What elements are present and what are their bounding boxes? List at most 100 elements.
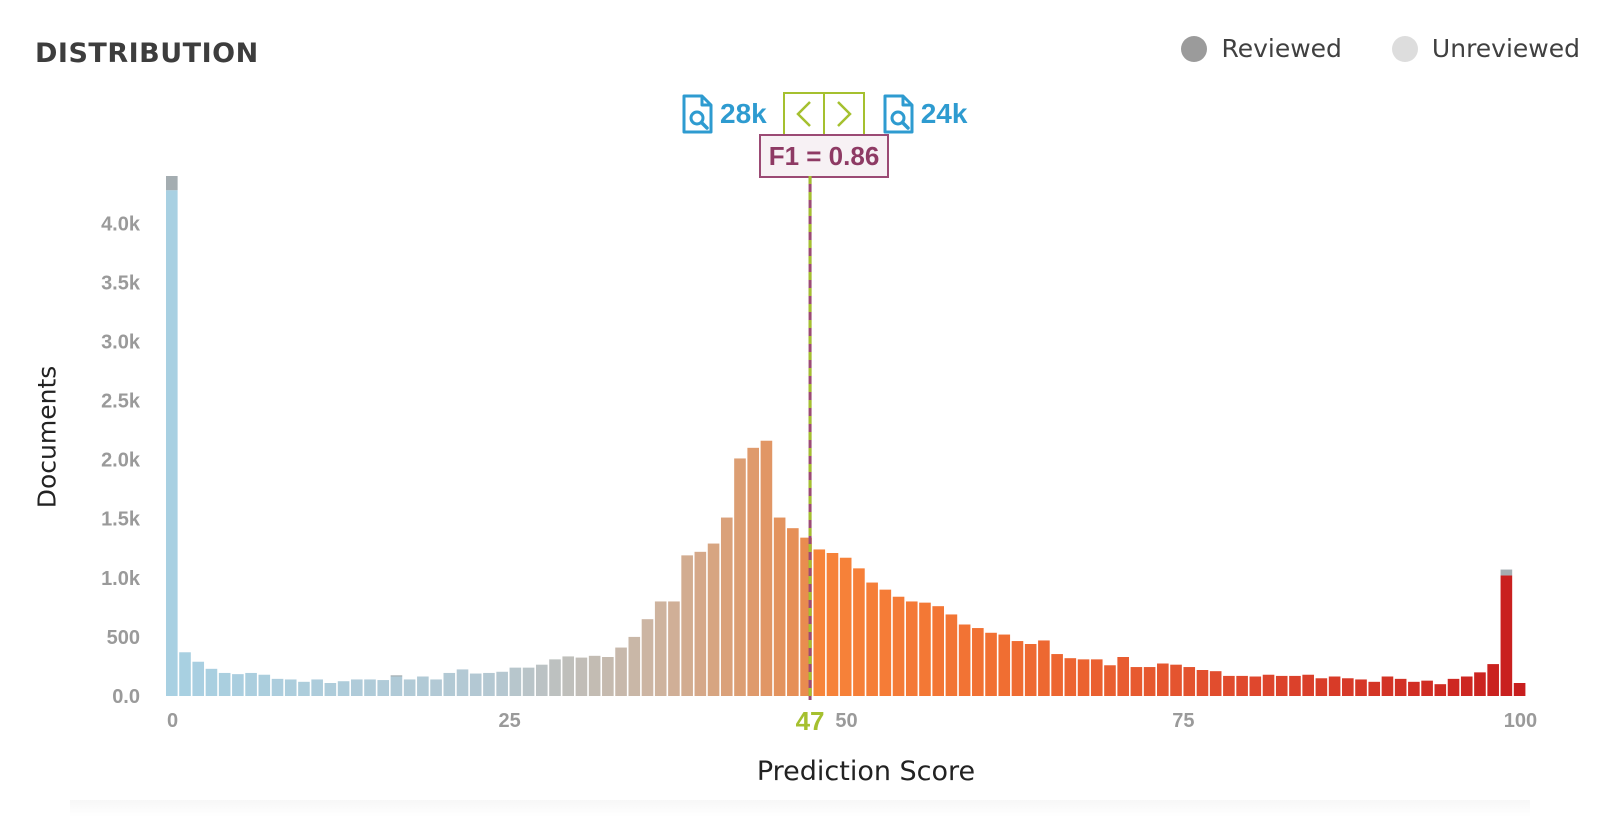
histogram-bar — [1342, 678, 1354, 696]
histogram-bar — [813, 549, 826, 696]
histogram-bar — [1447, 678, 1460, 696]
histogram-bar — [760, 440, 773, 696]
histogram-bar — [324, 683, 337, 696]
histogram-bar — [1077, 659, 1090, 696]
reviewed-bar-segment — [1500, 569, 1513, 576]
y-tick-label: 500 — [107, 627, 140, 649]
histogram-bar — [985, 632, 997, 696]
histogram-bar — [456, 669, 469, 696]
below-threshold-count[interactable]: 28k — [680, 93, 767, 135]
histogram-bar — [1408, 681, 1420, 696]
histogram-bar — [866, 582, 878, 696]
histogram-bar — [483, 672, 495, 696]
x-tick-label: 75 — [1172, 710, 1194, 732]
histogram-bar — [1104, 665, 1116, 696]
chevron-left-icon — [795, 101, 811, 127]
histogram-bar — [641, 619, 654, 696]
histogram-bar — [972, 628, 984, 696]
x-axis-label: Prediction Score — [756, 756, 976, 787]
histogram-bar — [417, 676, 429, 696]
y-tick-label: 1.0k — [101, 568, 141, 590]
histogram-bar — [1236, 675, 1248, 696]
histogram-bar — [773, 517, 786, 696]
legend-item-reviewed[interactable]: Reviewed — [1181, 34, 1342, 63]
x-tick-label: 0 — [167, 710, 178, 732]
histogram-bar — [443, 672, 456, 696]
histogram-bar — [1051, 654, 1063, 696]
unreviewed-dot-icon — [1391, 35, 1418, 62]
x-tick-label: 50 — [835, 710, 857, 732]
histogram-bar — [1315, 678, 1328, 696]
histogram-bar — [350, 679, 363, 696]
histogram-bar — [245, 672, 257, 696]
histogram-bar — [1090, 659, 1103, 696]
y-tick-label: 2.0k — [101, 450, 141, 472]
histogram-bar — [1130, 667, 1143, 696]
histogram-bar — [166, 190, 178, 696]
histogram-bar — [1381, 676, 1394, 696]
histogram-bar — [469, 673, 482, 696]
histogram-bar — [1183, 667, 1196, 696]
histogram-bar — [496, 671, 508, 696]
histogram-bar — [668, 601, 680, 696]
histogram-bar — [1394, 678, 1407, 696]
left-count: 28k — [720, 98, 767, 129]
histogram-bar — [787, 528, 799, 696]
histogram-bar — [562, 656, 575, 696]
y-tick-label: 2.5k — [101, 391, 141, 413]
histogram-bar — [1196, 670, 1209, 696]
histogram-bar — [1011, 641, 1024, 696]
histogram-bar — [271, 678, 284, 696]
histogram-bar — [1421, 680, 1433, 696]
histogram-bar — [1157, 663, 1169, 696]
legend-label: Unreviewed — [1431, 34, 1580, 63]
histogram-bar — [575, 657, 588, 696]
x-tick-label: 100 — [1504, 710, 1537, 732]
legend-label: Reviewed — [1221, 34, 1342, 63]
histogram-bar — [311, 679, 323, 696]
histogram-bar — [853, 568, 865, 696]
document-search-icon — [682, 94, 713, 134]
histogram-bar — [1355, 679, 1367, 696]
above-threshold-count[interactable]: 24k — [881, 93, 967, 135]
histogram-bar — [1302, 674, 1314, 696]
histogram-bar — [1289, 675, 1301, 696]
legend: Reviewed Unreviewed — [1131, 34, 1580, 63]
y-tick-label: 0.0 — [112, 686, 140, 708]
histogram-bar — [205, 668, 218, 696]
histogram-bar — [1487, 664, 1499, 696]
histogram-bar — [879, 589, 892, 696]
threshold-value-label: 47 — [796, 706, 825, 736]
histogram-bar — [1117, 657, 1129, 696]
y-tick-label: 4.0k — [101, 213, 141, 235]
histogram-bar — [800, 537, 812, 696]
histogram-bar — [1434, 684, 1447, 696]
histogram-bar — [430, 679, 442, 696]
histogram-bar — [1064, 658, 1077, 696]
histogram-bar — [694, 551, 707, 696]
y-tick-label: 3.5k — [101, 272, 141, 294]
histogram-bar — [707, 543, 720, 696]
histogram-bar — [945, 614, 958, 696]
reviewed-bar-segment — [390, 675, 403, 677]
histogram-bar — [258, 674, 271, 696]
histogram-bar — [892, 596, 905, 696]
histogram-bar — [1262, 674, 1275, 696]
histogram-bar — [549, 659, 561, 696]
page-title: DISTRIBUTION — [35, 38, 259, 69]
histogram-bar — [337, 681, 350, 696]
histogram-bar — [1143, 667, 1156, 696]
x-tick-label: 25 — [498, 710, 520, 732]
prev-threshold-button[interactable] — [785, 94, 823, 134]
histogram-bar — [588, 655, 601, 696]
histogram-bar — [734, 458, 746, 696]
legend-item-unreviewed[interactable]: Unreviewed — [1391, 34, 1580, 63]
histogram-bar — [1209, 671, 1222, 696]
histogram-bar — [298, 681, 310, 696]
histogram-bar — [1249, 676, 1262, 696]
next-threshold-button[interactable] — [822, 94, 863, 134]
y-tick-label: 3.0k — [101, 331, 141, 353]
histogram-bar — [522, 667, 535, 696]
histogram-bar — [1328, 676, 1341, 696]
f1-score-badge: F1 = 0.86 — [759, 134, 889, 178]
